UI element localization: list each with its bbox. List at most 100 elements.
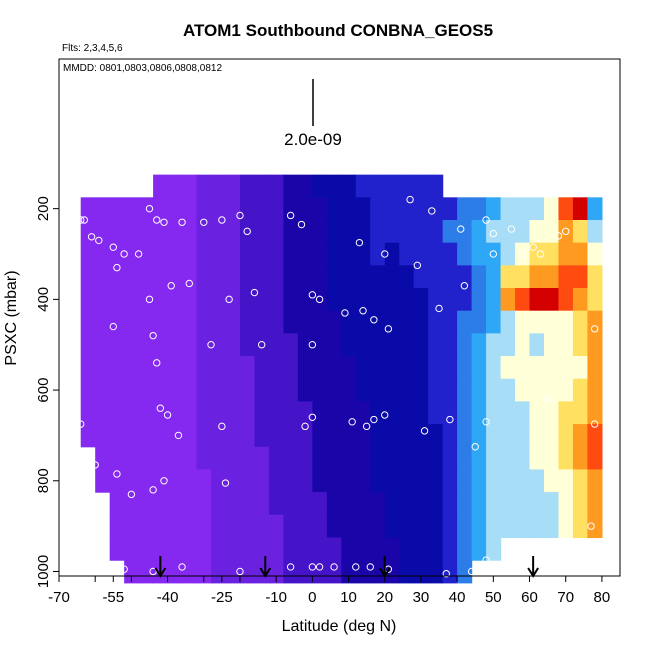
heatmap-cell (486, 197, 502, 221)
heatmap-cell (196, 265, 212, 289)
heatmap-cell (80, 356, 96, 380)
heatmap-cell (182, 356, 198, 380)
heatmap-cell (283, 446, 299, 471)
heatmap-cell (500, 310, 516, 334)
heatmap-cell (225, 356, 241, 380)
data-point (236, 211, 244, 220)
heatmap-cell (283, 492, 299, 516)
heatmap-cell (283, 219, 299, 244)
heatmap-cell (413, 492, 429, 516)
heatmap-cell (457, 356, 473, 380)
heatmap-cell (587, 333, 603, 357)
heatmap-cell (182, 310, 198, 334)
heatmap-cell (167, 219, 183, 244)
heatmap-cell (486, 288, 502, 312)
data-point (77, 420, 85, 428)
heatmap-cell (95, 469, 111, 493)
heatmap-cell (572, 242, 589, 266)
heatmap-cell (413, 446, 429, 471)
heatmap-cell (399, 265, 415, 289)
heatmap-cell (153, 310, 169, 334)
data-point (315, 295, 324, 304)
heatmap-cell (326, 424, 342, 448)
heatmap-cell (312, 401, 328, 425)
heatmap-cell (529, 356, 545, 380)
heatmap-cell (587, 310, 603, 334)
data-point (286, 211, 295, 220)
data-point (149, 567, 157, 576)
data-point (145, 295, 154, 304)
data-point (406, 195, 414, 204)
heatmap-cell (312, 174, 328, 198)
heatmap-cell (399, 219, 415, 244)
heatmap-cell (167, 242, 183, 266)
data-point (489, 250, 498, 258)
heatmap-cell (384, 174, 400, 198)
heatmap-cell (326, 333, 342, 357)
heatmap-cell (471, 356, 487, 380)
data-point (330, 563, 338, 571)
heatmap-cell (283, 265, 299, 289)
data-point (352, 563, 360, 571)
heatmap-cell (109, 537, 125, 561)
heatmap-cell (341, 424, 357, 448)
heatmap-cell (355, 469, 371, 493)
heatmap-cell (500, 401, 516, 425)
heatmap-cell (442, 514, 458, 539)
data-point (471, 443, 479, 451)
heatmap-cell (370, 197, 386, 221)
heatmap-cell (572, 333, 589, 357)
heatmap-cell (413, 356, 429, 380)
heatmap-cell (225, 537, 241, 561)
x-tick-label: -70 (48, 589, 70, 606)
heatmap-cell (457, 424, 473, 448)
heatmap-cell (268, 492, 284, 516)
heatmap-cell (153, 265, 169, 289)
heatmap-cell (442, 560, 458, 584)
heatmap-cell (355, 514, 371, 539)
x-tick-label: 30 (413, 589, 430, 606)
x-tick-label: 70 (557, 589, 574, 606)
heatmap-cell (515, 333, 531, 357)
heatmap-cell (486, 469, 502, 493)
heatmap-cell (182, 242, 198, 266)
heatmap-cell (500, 492, 516, 516)
heatmap-cell (543, 424, 560, 448)
heatmap-cell (182, 424, 198, 448)
heatmap-cell (138, 492, 154, 516)
heatmap-cell (109, 197, 125, 221)
heatmap-cell (515, 424, 531, 448)
heatmap-cell (486, 446, 502, 471)
heatmap-cell (211, 537, 227, 561)
heatmap-cell (138, 242, 154, 266)
heatmap-cell (268, 424, 284, 448)
data-point (482, 556, 490, 564)
heatmap-cell (572, 197, 589, 221)
y-axis-label: PSXC (mbar) (3, 270, 20, 365)
data-point (120, 565, 128, 573)
heatmap-cell (587, 424, 603, 448)
heatmap-cell (138, 446, 154, 471)
heatmap-cell (399, 356, 415, 380)
heatmap-cell (211, 356, 227, 380)
heatmap-cell (239, 356, 256, 380)
x-tick-label: -10 (265, 589, 287, 606)
heatmap-cell (153, 174, 169, 198)
data-point (308, 413, 317, 421)
heatmap-cell (413, 242, 429, 266)
heatmap-cell (457, 446, 473, 471)
heatmap-cell (239, 492, 256, 516)
heatmap-cell (413, 219, 429, 244)
heatmap-cell (413, 560, 429, 584)
heatmap-cell (254, 424, 270, 448)
heatmap-cell (587, 288, 603, 312)
heatmap-cell (341, 356, 357, 380)
heatmap-cell (558, 378, 574, 402)
x-tick-label: 10 (340, 589, 357, 606)
heatmap-cell (124, 469, 140, 493)
heatmap-cell (428, 265, 444, 289)
heatmap-cell (80, 333, 96, 357)
heatmap-cell (196, 333, 212, 357)
heatmap-cell (442, 492, 458, 516)
